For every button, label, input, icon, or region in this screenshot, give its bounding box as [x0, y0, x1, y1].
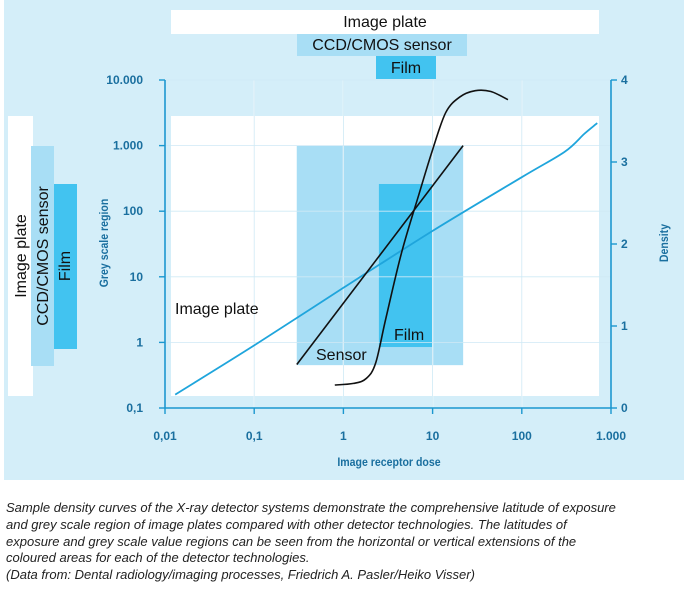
y-right-tick-label: 1 — [621, 319, 628, 333]
left-legend: Image plate CCD/CMOS sensor Film — [8, 116, 77, 396]
y-left-tick-label: 10 — [130, 270, 144, 284]
top-legend-film-label: Film — [391, 60, 421, 77]
y-right-tick-label: 2 — [621, 237, 628, 251]
plot-label-film: Film — [394, 327, 424, 344]
left-legend-sensor-box — [31, 146, 54, 366]
x-tick-label: 1 — [340, 429, 347, 443]
left-legend-sensor-label: CCD/CMOS sensor — [35, 186, 52, 326]
left-legend-image-plate-box — [8, 116, 33, 396]
left-legend-film-box — [54, 184, 77, 349]
caption-line: Sample density curves of the X-ray detec… — [6, 500, 616, 515]
y-right-tick-label: 0 — [621, 401, 628, 415]
x-tick-label: 0,01 — [153, 429, 177, 443]
top-legend-sensor-label: CCD/CMOS sensor — [312, 37, 452, 54]
x-tick-label: 100 — [512, 429, 532, 443]
x-tick-label: 1.000 — [596, 429, 626, 443]
region-film — [378, 183, 433, 348]
figure-caption: Sample density curves of the X-ray detec… — [6, 500, 690, 584]
top-legend-image-plate-box — [171, 10, 599, 34]
y-left-tick-label: 1 — [136, 335, 143, 349]
caption-line: (Data from: Dental radiology/imaging pro… — [6, 567, 475, 583]
y-right-tick-label: 3 — [621, 155, 628, 169]
left-legend-film-label: Film — [57, 251, 74, 281]
curve-sensor — [296, 145, 464, 365]
y-left-tick-label: 0,1 — [126, 401, 143, 415]
caption-line: and grey scale region of image plates co… — [6, 516, 567, 532]
curves-layer — [174, 89, 598, 396]
x-tick-label: 0,1 — [246, 429, 263, 443]
left-legend-image-plate-label: Image plate — [13, 214, 30, 298]
top-legend-sensor-box — [297, 34, 467, 56]
top-legend: Image plate CCD/CMOS sensor Film — [171, 10, 599, 79]
tick-labels-layer: 0,01 0,1 1 10 100 1.000 0,1 1 10 100 1.000 10.000 0 1… — [106, 73, 628, 443]
plot-label-sensor: Sensor — [316, 347, 367, 364]
y-left-tick-label: 10.000 — [106, 73, 143, 87]
caption-line: exposure and grey scale value regions ca… — [6, 533, 577, 549]
curve-film — [334, 89, 509, 386]
top-legend-film-box — [376, 56, 436, 79]
y-right-tick-label: 4 — [621, 73, 628, 87]
x-axis-title: Image receptor dose — [337, 456, 440, 469]
y-left-tick-label: 100 — [123, 204, 143, 218]
plot-label-image-plate: Image plate — [175, 301, 259, 318]
top-legend-image-plate-label: Image plate — [343, 14, 427, 31]
caption-line: coloured areas for each of the detector … — [6, 550, 310, 566]
x-tick-label: 10 — [426, 429, 440, 443]
y-axis-left-title: Grey scale region — [98, 199, 111, 288]
y-axis-right-title: Density — [658, 223, 671, 262]
curve-image-plate — [174, 122, 598, 396]
y-left-tick-label: 1.000 — [113, 139, 143, 153]
